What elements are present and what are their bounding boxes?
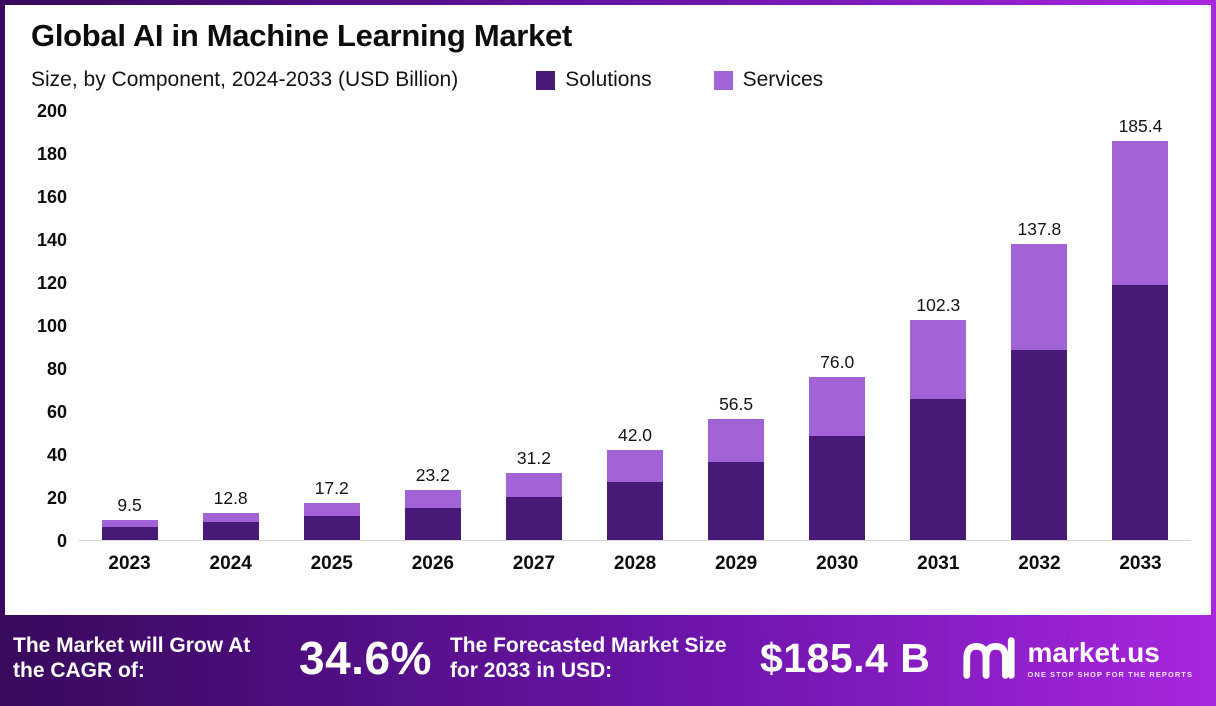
- y-axis-tick-label: 100: [36, 316, 67, 336]
- bar-group: 17.2: [281, 111, 382, 540]
- page-title: Global AI in Machine Learning Market: [31, 18, 572, 53]
- y-axis-tick-label: 200: [36, 101, 67, 121]
- bar-group: 56.5: [686, 111, 787, 540]
- x-axis-label: 2028: [613, 553, 657, 574]
- bar-segment-solutions: [809, 435, 866, 540]
- y-axis-tick-label: 0: [56, 531, 67, 551]
- bar-total-label: 56.5: [719, 393, 754, 414]
- bar-total-label: 31.2: [516, 447, 551, 468]
- bar-group: 42.0: [584, 111, 685, 540]
- bar-segment-solutions: [910, 399, 967, 540]
- legend-swatch-services: [713, 70, 733, 90]
- y-axis: 0 20 40 60 80 100 120 140 160 180 200: [5, 101, 79, 551]
- x-axis: 2023 2024 2025 2026 2027 2028 2029 2030 2031 2032…: [79, 553, 1211, 575]
- brand-lockup: market.us ONE STOP SHOP FOR THE REPORTS: [960, 635, 1193, 681]
- forecast-label: The Forecasted Market Size for 2033 in U…: [449, 634, 727, 682]
- bar-group: 185.4: [1090, 111, 1191, 540]
- bar-segment-solutions: [708, 462, 765, 540]
- chart-area: 0 20 40 60 80 100 120 140 160 180 200 9.5 12.8 17.2 2…: [5, 101, 1211, 551]
- legend-label-solutions: Solutions: [565, 68, 652, 91]
- bar-total-label: 185.4: [1118, 116, 1163, 137]
- bar-total-label: 137.8: [1017, 218, 1062, 239]
- x-axis-label: 2025: [310, 553, 353, 574]
- x-axis-label: 2033: [1119, 553, 1162, 574]
- y-axis-tick-label: 140: [36, 230, 67, 250]
- bar-total-label: 42.0: [617, 424, 653, 445]
- bar-segment-services: [202, 512, 259, 523]
- bar-group: 12.8: [180, 111, 281, 540]
- bar-segment-services: [1011, 243, 1068, 351]
- bar-segment-solutions: [202, 522, 259, 540]
- cagr-value: 34.6%: [299, 632, 432, 684]
- brand-tagline: ONE STOP SHOP FOR THE REPORTS: [1027, 669, 1193, 679]
- bar-segment-solutions: [303, 516, 360, 540]
- bar-segment-solutions: [1011, 350, 1068, 540]
- bar-segment-services: [101, 519, 158, 527]
- y-axis-tick-label: 180: [36, 144, 67, 164]
- bar-segment-solutions: [505, 497, 562, 540]
- chart-subtitle: Size, by Component, 2024-2033 (USD Billi…: [31, 68, 459, 91]
- bar-group: 76.0: [787, 111, 888, 540]
- bar-segment-solutions: [607, 482, 664, 540]
- x-axis-label: 2023: [108, 553, 151, 574]
- subtitle-row: Size, by Component, 2024-2033 (USD Billi…: [5, 65, 1211, 95]
- bar-total-label: 76.0: [820, 351, 855, 372]
- y-axis-tick-label: 20: [46, 488, 67, 508]
- x-axis-label: 2024: [209, 553, 252, 574]
- x-axis-label: 2030: [816, 553, 859, 574]
- forecast-value: $185.4 B: [759, 634, 931, 681]
- x-axis-label: 2032: [1018, 553, 1061, 574]
- brand-text: market.us ONE STOP SHOP FOR THE REPORTS: [1027, 636, 1193, 679]
- footer-banner: The Market will Grow At the CAGR of: 34.…: [5, 615, 1211, 706]
- legend-item-solutions: Solutions: [536, 68, 652, 92]
- bar-segment-services: [404, 490, 461, 508]
- bar-segment-services: [303, 503, 360, 517]
- legend-item-services: Services: [713, 68, 824, 92]
- bar-segment-solutions: [404, 507, 461, 540]
- x-axis-label: 2026: [411, 553, 454, 574]
- bar-total-label: 9.5: [117, 494, 142, 515]
- legend-label-services: Services: [742, 68, 824, 91]
- bar-total-label: 23.2: [415, 465, 450, 486]
- bar-group: 31.2: [483, 111, 584, 540]
- bar-segment-services: [910, 320, 967, 400]
- y-axis-tick-label: 160: [36, 187, 67, 207]
- bar-group: 102.3: [888, 111, 989, 540]
- x-axis-label: 2027: [512, 553, 556, 574]
- bar-group: 9.5: [79, 111, 180, 540]
- bar-segment-services: [607, 449, 664, 483]
- y-axis-tick-label: 40: [46, 445, 67, 465]
- y-axis-tick-label: 120: [36, 273, 67, 293]
- bar-segment-solutions: [1112, 284, 1169, 540]
- bar-segment-services: [1112, 141, 1169, 285]
- bar-group: 23.2: [382, 111, 483, 540]
- cagr-label: The Market will Grow At the CAGR of:: [13, 634, 251, 682]
- plot-area: 9.5 12.8 17.2 23.2 31.2 42.0 56.5 76.0 102.3 137.…: [79, 111, 1191, 541]
- bar-segment-services: [505, 472, 562, 497]
- bar-segment-solutions: [101, 526, 158, 540]
- chart-legend: Solutions Services: [536, 68, 823, 92]
- bar-total-label: 17.2: [314, 478, 349, 499]
- bar-group: 137.8: [989, 111, 1090, 540]
- y-axis-tick-label: 60: [46, 402, 67, 422]
- bar-segment-services: [809, 376, 866, 436]
- y-axis-tick-label: 80: [46, 359, 67, 379]
- marketus-logo-icon: [962, 637, 1015, 679]
- legend-swatch-solutions: [536, 70, 556, 90]
- bar-total-label: 102.3: [916, 295, 961, 316]
- brand-name: market.us: [1027, 636, 1160, 668]
- bar-segment-services: [708, 418, 765, 463]
- x-axis-label: 2029: [714, 553, 758, 574]
- bar-total-label: 12.8: [213, 487, 248, 508]
- chart-panel: Global AI in Machine Learning Market Siz…: [5, 5, 1211, 615]
- x-axis-label: 2031: [917, 553, 960, 574]
